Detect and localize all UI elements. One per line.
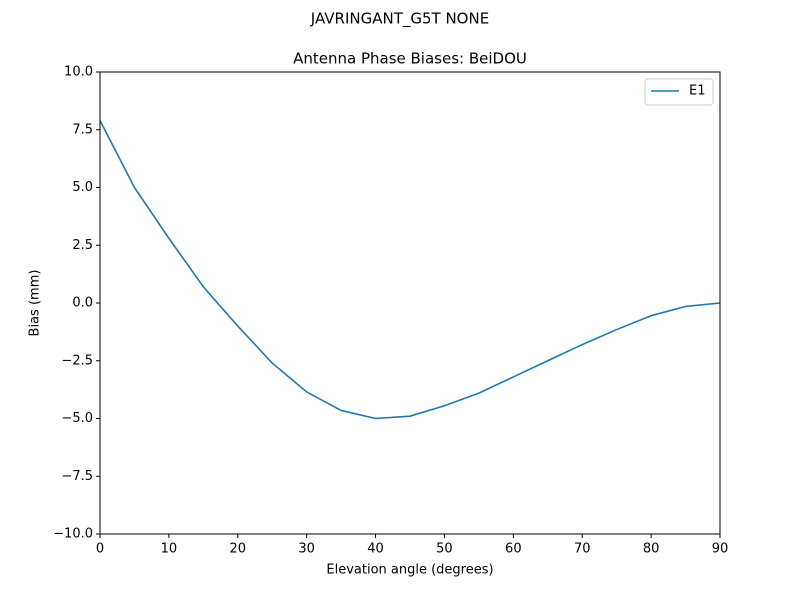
- legend-label: E1: [689, 84, 706, 99]
- chart-title: Antenna Phase Biases: BeiDOU: [293, 50, 527, 68]
- x-tick-label: 20: [230, 542, 247, 557]
- y-axis-label: Bias (mm): [28, 270, 43, 337]
- legend-box: [644, 78, 714, 106]
- x-tick-label: 10: [161, 542, 178, 557]
- x-tick-label: 90: [712, 542, 729, 557]
- y-tick-label: −2.5: [61, 353, 93, 368]
- x-tick-label: 30: [298, 542, 315, 557]
- y-tick-label: −5.0: [61, 411, 93, 426]
- x-tick-label: 70: [574, 542, 591, 557]
- y-tick-label: 0.0: [72, 296, 93, 311]
- x-tick-label: 0: [96, 542, 104, 557]
- plot-frame: [99, 71, 721, 535]
- y-tick-label: −10.0: [53, 527, 93, 542]
- x-tick-label: 40: [367, 542, 384, 557]
- y-tick-label: 7.5: [72, 122, 93, 137]
- x-tick-label: 80: [643, 542, 660, 557]
- y-tick-label: 10.0: [64, 65, 93, 80]
- y-tick-label: −7.5: [61, 469, 93, 484]
- suptitle: JAVRINGANT_G5T NONE: [310, 10, 489, 29]
- y-tick-label: 2.5: [72, 238, 93, 253]
- y-tick-label: 5.0: [72, 180, 93, 195]
- x-tick-label: 50: [436, 542, 453, 557]
- x-tick-label: 60: [505, 542, 522, 557]
- x-axis-label: Elevation angle (degrees): [326, 563, 493, 578]
- data-line: [99, 120, 721, 420]
